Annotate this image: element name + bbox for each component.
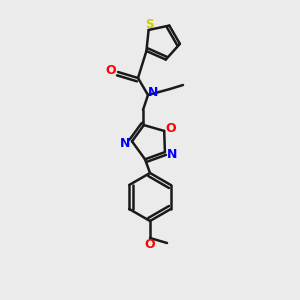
Text: N: N <box>120 137 130 150</box>
Text: N: N <box>148 86 158 100</box>
Text: N: N <box>167 148 177 160</box>
Text: O: O <box>106 64 116 77</box>
Text: O: O <box>145 238 155 250</box>
Text: O: O <box>166 122 176 135</box>
Text: S: S <box>146 19 154 32</box>
